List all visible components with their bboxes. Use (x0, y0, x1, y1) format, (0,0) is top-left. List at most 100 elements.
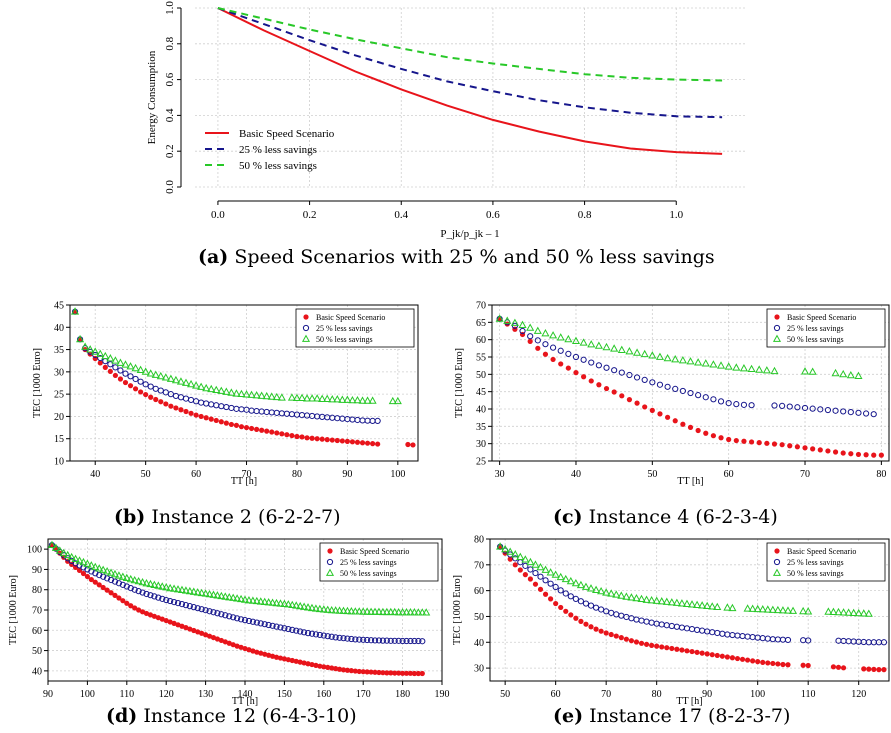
data-point (577, 598, 585, 605)
y-tick-label: 35 (476, 422, 486, 433)
data-point (279, 431, 285, 437)
data-point (269, 622, 276, 629)
data-point (159, 616, 165, 622)
data-point (313, 662, 319, 668)
data-point (725, 400, 732, 407)
data-point (805, 662, 811, 669)
data-point (309, 661, 315, 668)
data-point (771, 441, 778, 447)
data-point (565, 350, 572, 357)
data-point (581, 582, 591, 590)
data-point (607, 589, 616, 597)
data-point (573, 370, 579, 376)
data-point (183, 408, 189, 415)
legend-label: 25 % less savings (340, 558, 397, 567)
data-point (285, 657, 291, 663)
data-point (422, 608, 431, 616)
data-point (269, 429, 275, 435)
data-point (764, 635, 771, 642)
data-point (840, 637, 847, 645)
data-point (63, 550, 72, 559)
data-point (835, 664, 842, 670)
data-point (779, 442, 785, 448)
data-point (496, 542, 505, 550)
data-point (526, 323, 535, 331)
data-point (79, 557, 88, 566)
data-point (532, 581, 539, 587)
data-point (186, 379, 196, 388)
data-point (80, 570, 87, 577)
data-point (287, 393, 296, 401)
data-point (257, 391, 266, 399)
data-point (845, 638, 852, 645)
data-point (156, 371, 165, 380)
legend-label: 50 % less savings (787, 335, 844, 344)
data-point (87, 561, 96, 569)
data-point (619, 393, 625, 399)
data-point (402, 607, 411, 616)
data-point (608, 631, 614, 638)
data-point (288, 411, 296, 418)
data-point (549, 331, 558, 339)
data-point (527, 333, 534, 340)
data-point (623, 613, 630, 621)
data-point (256, 597, 265, 605)
data-point (755, 365, 764, 373)
data-point (723, 603, 732, 611)
data-point (392, 670, 398, 676)
data-point (187, 626, 193, 632)
data-point (531, 560, 540, 568)
data-point (96, 349, 105, 357)
data-point (537, 573, 544, 580)
data-point (775, 661, 781, 667)
data-point (415, 670, 421, 677)
y-tick-label: 70 (474, 560, 484, 571)
data-point (356, 668, 362, 675)
series-2 (47, 540, 431, 616)
data-point (855, 451, 862, 458)
data-point (284, 600, 293, 608)
data-point (115, 580, 123, 587)
data-point (304, 630, 312, 637)
data-point (648, 351, 657, 359)
data-point (633, 374, 641, 381)
data-point (139, 589, 146, 596)
data-point (787, 443, 793, 449)
data-point (535, 345, 541, 351)
series-1 (71, 308, 381, 424)
data-point (311, 604, 320, 612)
data-point (230, 614, 237, 621)
data-point (265, 621, 272, 629)
data-point (157, 387, 164, 394)
data-point (588, 624, 594, 630)
data-point (112, 364, 119, 371)
data-point (571, 578, 580, 587)
data-point (92, 579, 98, 585)
data-point (375, 637, 383, 644)
data-point (594, 341, 603, 349)
data-point (824, 607, 833, 615)
data-point (190, 604, 197, 611)
data-point (788, 606, 798, 614)
data-point (656, 381, 664, 388)
data-point (861, 666, 867, 672)
data-point (162, 389, 169, 396)
x-tick-label: 180 (395, 689, 410, 700)
data-point (716, 361, 726, 369)
data-point (638, 617, 645, 624)
data-point (201, 589, 210, 597)
data-point (147, 592, 154, 599)
data-point (252, 391, 261, 399)
data-point (143, 610, 150, 617)
data-point (284, 432, 290, 438)
data-point (564, 334, 573, 343)
data-point (348, 395, 357, 404)
data-point (557, 347, 564, 354)
data-point (122, 573, 131, 582)
data-point (272, 392, 281, 401)
data-point (714, 629, 721, 637)
data-point (111, 578, 119, 585)
data-point (734, 655, 741, 662)
data-point (280, 599, 289, 608)
data-point (151, 613, 157, 619)
